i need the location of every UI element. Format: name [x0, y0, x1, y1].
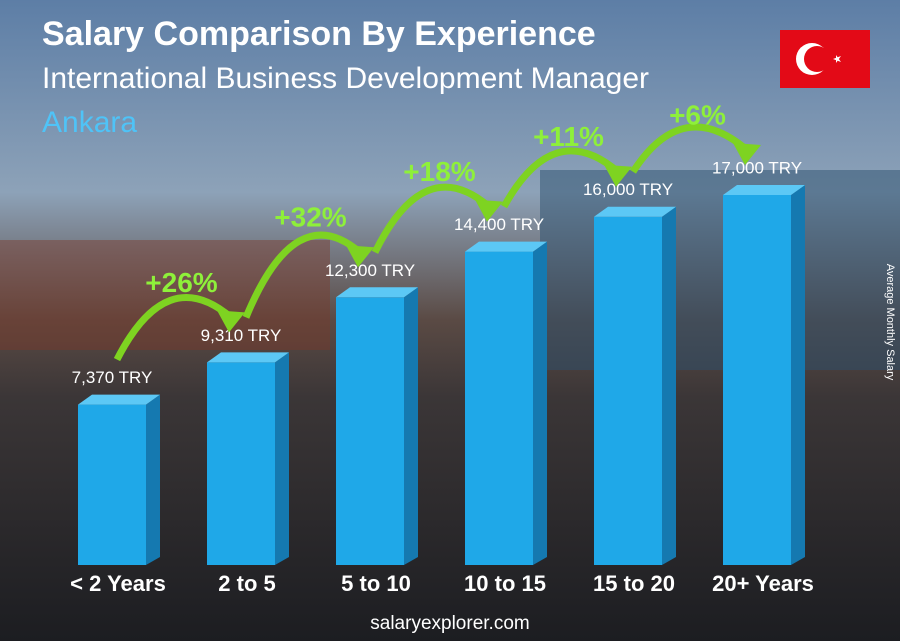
subtitle: International Business Development Manag… [42, 62, 649, 95]
bar [78, 394, 160, 565]
value-label: 7,370 TRY [72, 368, 153, 387]
change-arrow [242, 231, 363, 319]
change-arrow [500, 147, 621, 209]
change-arrowhead [604, 164, 632, 187]
x-tick-label: 2 to 5 [218, 571, 275, 596]
y-axis-label: Average Monthly Salary [884, 264, 896, 381]
title: Salary Comparison By Experience [42, 15, 596, 53]
value-label: 14,400 TRY [454, 215, 544, 234]
value-label: 16,000 TRY [583, 180, 673, 199]
change-arrowhead [217, 310, 245, 333]
flag [780, 30, 870, 88]
x-tick-label: 10 to 15 [464, 571, 546, 596]
change-arrow [371, 183, 492, 254]
value-label: 9,310 TRY [201, 326, 282, 345]
value-label: 12,300 TRY [325, 261, 415, 280]
footer: salaryexplorer.com [370, 613, 529, 634]
bar [465, 241, 547, 565]
change-label: +11% [533, 121, 604, 152]
x-tick-label: 5 to 10 [341, 571, 411, 596]
bar [336, 287, 418, 565]
bar [207, 352, 289, 565]
location: Ankara [42, 106, 137, 139]
change-arrowhead [475, 199, 503, 222]
change-arrowhead [346, 245, 374, 268]
change-arrowhead [733, 143, 761, 165]
change-label: +6% [669, 99, 726, 130]
change-arrow [630, 123, 750, 174]
x-tick-label: 15 to 20 [593, 571, 675, 596]
value-label: 17,000 TRY [712, 158, 802, 177]
bar [723, 185, 805, 565]
change-arrow [113, 294, 234, 362]
change-label: +26% [145, 267, 217, 298]
x-tick-label: < 2 Years [70, 571, 166, 596]
x-tick-label: 20+ Years [712, 571, 814, 596]
bar [594, 206, 676, 565]
change-label: +18% [403, 156, 475, 187]
change-label: +32% [274, 202, 346, 233]
